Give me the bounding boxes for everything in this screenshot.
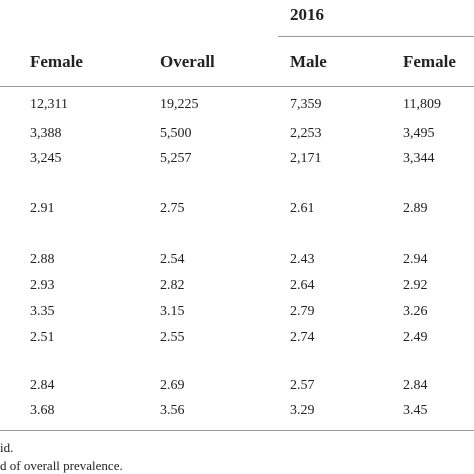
table-cell: 3.56	[160, 403, 185, 418]
table-cell: 3.26	[403, 304, 428, 319]
table-cell: 3.45	[403, 403, 428, 418]
table-cell: 2.94	[403, 252, 428, 267]
column-header: Female	[403, 52, 456, 71]
table-cell: 11,809	[403, 97, 441, 112]
table-cell: 2.93	[30, 278, 55, 293]
table-cell: 2.69	[160, 378, 185, 393]
table-cell: 2.88	[30, 252, 55, 267]
table-cell: 19,225	[160, 97, 199, 112]
table-cell: 2.89	[403, 201, 428, 216]
table-cell: 2.51	[30, 330, 55, 345]
group-rule	[278, 36, 474, 37]
header-rule	[0, 86, 474, 87]
table-cell: 2,171	[290, 151, 322, 166]
table-cell: 3,495	[403, 126, 435, 141]
table-cell: 3.29	[290, 403, 315, 418]
footnote: id.	[0, 440, 14, 455]
table-cell: 2.75	[160, 201, 185, 216]
table-cell: 5,257	[160, 151, 192, 166]
table-cell: 3.15	[160, 304, 185, 319]
table-cell: 3,388	[30, 126, 62, 141]
table-cell: 3,245	[30, 151, 62, 166]
footnote: d of overall prevalence.	[0, 458, 123, 473]
table-cell: 3,344	[403, 151, 435, 166]
table-cell: 2.54	[160, 252, 185, 267]
table-cell: 2.82	[160, 278, 185, 293]
table-cell: 2.84	[403, 378, 428, 393]
column-header: Overall	[160, 52, 215, 71]
table-cell: 2.61	[290, 201, 315, 216]
table-cell: 2.64	[290, 278, 315, 293]
table-cell: 2.91	[30, 201, 55, 216]
table-cell: 2.84	[30, 378, 55, 393]
table-cell: 2.43	[290, 252, 315, 267]
table-cell: 3.35	[30, 304, 55, 319]
column-header: Female	[30, 52, 83, 71]
table-cell: 2,253	[290, 126, 322, 141]
table-cell: 2.55	[160, 330, 185, 345]
table-cell: 7,359	[290, 97, 322, 112]
table-cell: 2.49	[403, 330, 428, 345]
table-cell: 2.92	[403, 278, 428, 293]
bottom-rule	[0, 430, 474, 431]
group-header: 2016	[290, 5, 324, 24]
table-cell: 5,500	[160, 126, 192, 141]
column-header: Male	[290, 52, 327, 71]
table-cell: 12,311	[30, 97, 68, 112]
table-cell: 2.57	[290, 378, 315, 393]
table-cell: 3.68	[30, 403, 55, 418]
table-cell: 2.79	[290, 304, 315, 319]
table-cell: 2.74	[290, 330, 315, 345]
